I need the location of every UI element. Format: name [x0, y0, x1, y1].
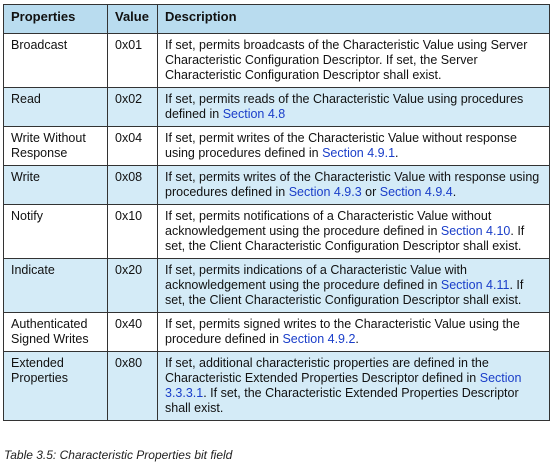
property-name-cell: Extended Properties	[3, 351, 108, 421]
table-caption: Table 3.5: Characteristic Properties bit…	[4, 448, 233, 462]
header-properties: Properties	[3, 4, 108, 34]
description-text: If set, permits reads of the Characteris…	[165, 92, 524, 121]
description-text: . If set, the Client Characteristic Conf…	[165, 224, 525, 253]
table-row: Extended Properties 0x80 If set, additiona…	[3, 351, 550, 421]
property-name-cell: Read	[3, 87, 108, 127]
section-link[interactable]: Section 4.9.4	[379, 185, 453, 199]
property-value-cell: 0x02	[107, 87, 158, 127]
table-row: Read 0x02 If set, permits reads of the Cha…	[3, 87, 550, 127]
description-text: .	[452, 185, 457, 199]
description-text: If set, additional characteristic proper…	[165, 356, 489, 385]
property-description-cell: If set, permits writes of the Characteri…	[157, 165, 550, 205]
property-value-cell: 0x20	[107, 258, 158, 313]
table-row: Write 0x08 If set, permits writes of the C…	[3, 165, 550, 205]
property-value-cell: 0x80	[107, 351, 158, 421]
section-link[interactable]: Section 4.9.3	[288, 185, 362, 199]
header-description: Description	[157, 4, 550, 34]
description-text: .	[355, 332, 359, 346]
property-description-cell: If set, permits broadcasts of the Charac…	[157, 33, 550, 88]
property-value-cell: 0x10	[107, 204, 158, 259]
description-text: . If set, the Client Characteristic Conf…	[165, 278, 524, 307]
section-link[interactable]: Section 4.9.2	[282, 332, 356, 346]
property-description-cell: If set, permits indications of a Charact…	[157, 258, 550, 313]
table-row: Notify 0x10 If set, permits notifications …	[3, 204, 550, 259]
table-row: Broadcast 0x01 If set, permits broadcasts …	[3, 33, 550, 88]
property-value-cell: 0x01	[107, 33, 158, 88]
property-name-cell: Indicate	[3, 258, 108, 313]
property-value-cell: 0x04	[107, 126, 158, 166]
property-name-cell: Write	[3, 165, 108, 205]
section-link[interactable]: Section 4.11	[440, 278, 510, 292]
property-description-cell: If set, permits reads of the Characteris…	[157, 87, 550, 127]
section-link[interactable]: Section 4.9.1	[322, 146, 396, 160]
table-header-row: Properties Value Description	[3, 4, 550, 34]
header-value: Value	[107, 4, 158, 34]
property-description-cell: If set, additional characteristic proper…	[157, 351, 550, 421]
section-link[interactable]: Section 4.8	[222, 107, 286, 121]
description-text: .	[395, 146, 399, 160]
property-description-cell: If set, permits notifications of a Chara…	[157, 204, 550, 259]
property-name-cell: Notify	[3, 204, 108, 259]
characteristic-properties-table: Properties Value Description Broadcast 0x…	[3, 4, 550, 421]
description-text: . If set, the Characteristic Extended Pr…	[165, 386, 519, 415]
description-text: If set, permits signed writes to the Cha…	[165, 317, 520, 346]
description-text: If set, permits indications of a Charact…	[165, 263, 467, 292]
table-body: Broadcast 0x01 If set, permits broadcasts …	[3, 33, 550, 421]
description-text: If set, permits notifications of a Chara…	[165, 209, 492, 238]
description-text: or	[361, 185, 380, 199]
table-row: Write Without Response 0x04 If set, permit…	[3, 126, 550, 166]
table-row: Authenticated Signed Writes 0x40 If set, p…	[3, 312, 550, 352]
property-value-cell: 0x40	[107, 312, 158, 352]
table-row: Indicate 0x20 If set, permits indications …	[3, 258, 550, 313]
property-description-cell: If set, permits signed writes to the Cha…	[157, 312, 550, 352]
section-link[interactable]: Section 4.10	[440, 224, 511, 238]
section-link[interactable]: Section 3.3.3.1	[165, 371, 522, 400]
description-text: If set, permit writes of the Characteris…	[165, 131, 518, 160]
property-name-cell: Authenticated Signed Writes	[3, 312, 108, 352]
property-value-cell: 0x08	[107, 165, 158, 205]
description-text: If set, permits broadcasts of the Charac…	[165, 38, 528, 82]
property-name-cell: Broadcast	[3, 33, 108, 88]
description-text: If set, permits writes of the Characteri…	[165, 170, 540, 199]
property-description-cell: If set, permit writes of the Characteris…	[157, 126, 550, 166]
property-name-cell: Write Without Response	[3, 126, 108, 166]
